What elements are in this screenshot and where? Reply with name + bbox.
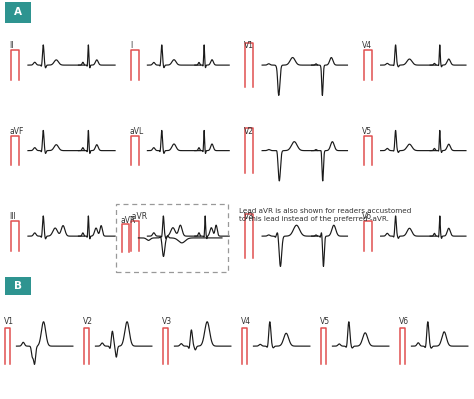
Text: V3: V3 <box>163 318 173 326</box>
Text: V1: V1 <box>244 41 254 50</box>
Text: Lead aVR is also shown for readers accustomed
to this lead instead of the prefer: Lead aVR is also shown for readers accus… <box>239 208 412 222</box>
Text: aVL: aVL <box>130 127 144 136</box>
Text: -aVR: -aVR <box>130 212 148 221</box>
Text: aVF: aVF <box>9 127 24 136</box>
Text: III: III <box>9 212 16 221</box>
Text: V6: V6 <box>400 318 410 326</box>
Bar <box>5 277 31 296</box>
Text: aVR: aVR <box>120 216 136 225</box>
Text: Patient with potassium 8.2 mmol/L: Patient with potassium 8.2 mmol/L <box>38 281 208 291</box>
Text: V5: V5 <box>363 127 373 136</box>
Text: V2: V2 <box>83 318 93 326</box>
Text: I: I <box>130 41 132 50</box>
Text: V4: V4 <box>241 318 252 326</box>
Text: Patient with potassium 7.6 mmol/L: Patient with potassium 7.6 mmol/L <box>38 7 208 18</box>
Text: V6: V6 <box>363 212 373 221</box>
Text: V3: V3 <box>244 212 254 221</box>
Bar <box>5 2 31 23</box>
Text: B: B <box>14 281 21 291</box>
Text: V4: V4 <box>363 41 373 50</box>
Text: V5: V5 <box>320 318 330 326</box>
Text: II: II <box>9 41 14 50</box>
Text: A: A <box>14 7 21 18</box>
Text: V1: V1 <box>4 318 14 326</box>
Text: V2: V2 <box>244 127 254 136</box>
